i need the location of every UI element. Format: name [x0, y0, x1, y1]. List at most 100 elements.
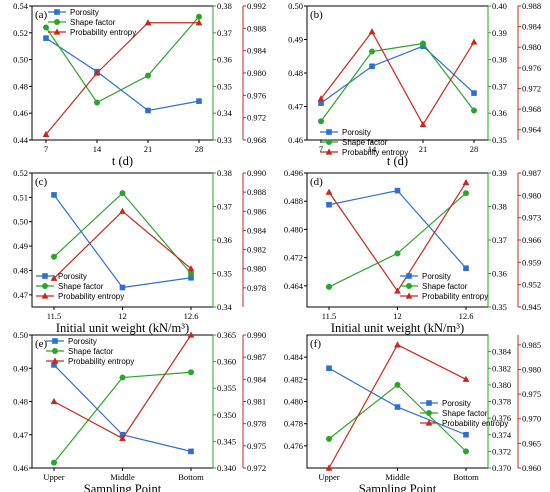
data-point: [50, 274, 58, 281]
legend-marker: [326, 139, 332, 145]
data-point: [394, 341, 401, 348]
right-axis-tick-label: 0.985: [522, 340, 541, 350]
data-point: [119, 207, 126, 214]
mid-axis-tick-label: 0.34: [217, 108, 233, 118]
mid-axis-tick-label: 0.37: [492, 81, 507, 91]
right-axis-tick-label: 0.975: [247, 441, 266, 451]
legend-marker: [52, 338, 58, 344]
x-axis-title: t (d): [112, 154, 133, 168]
x-axis-title: t (d): [387, 154, 408, 168]
data-point: [470, 38, 478, 45]
panel-b: 0.46 0.47 0.48 0.49 0.50 0.35 0.36 0.37 0.38 0.39…: [288, 1, 542, 168]
data-point: [326, 435, 332, 442]
data-point: [187, 265, 195, 272]
left-axis-tick-label: 0.50: [288, 1, 303, 11]
data-point: [318, 100, 324, 106]
series-line-1: [45, 16, 200, 104]
mid-axis-tick-label: 0.372: [492, 446, 511, 456]
right-axis-tick-label: 0.980: [522, 42, 541, 52]
left-axis-tick-label: 0.488: [284, 196, 303, 206]
data-point: [462, 178, 470, 186]
data-point: [394, 187, 401, 194]
left-axis-tick-label: 0.49: [288, 35, 303, 45]
data-point: [463, 448, 469, 455]
mid-axis-tick-label: 0.36: [217, 55, 232, 65]
x-axis-tick-label: 28: [470, 144, 479, 154]
x-axis-tick-label: 12.6: [184, 311, 199, 321]
plot-frame: [306, 5, 489, 141]
left-axis-tick-label: 0.484: [284, 352, 304, 362]
data-point: [145, 72, 151, 79]
data-point: [369, 48, 375, 55]
data-point: [463, 431, 469, 438]
mid-axis-tick-label: 0.384: [492, 347, 512, 357]
data-point: [317, 95, 325, 102]
data-point: [196, 98, 202, 104]
x-axis-tick-label: 21: [419, 144, 428, 154]
left-axis-tick-label: 0.48: [13, 397, 28, 407]
left-axis-tick-label: 0.49: [13, 241, 28, 251]
series-line-2: [320, 30, 475, 126]
right-axis-tick-label: 0.982: [247, 245, 266, 255]
panel-d: 0.464 0.472 0.480 0.488 0.496 0.35 0.36 0.37 0.3…: [284, 168, 541, 335]
right-axis-tick-label: 0.952: [522, 280, 541, 290]
right-axis-tick-label: 0.966: [522, 235, 541, 245]
x-axis-tick-label: 12.6: [459, 311, 474, 321]
right-axis-tick-label: 0.988: [522, 1, 541, 11]
data-point: [145, 107, 151, 114]
panel-tag: (c): [35, 176, 48, 188]
data-point: [188, 274, 194, 281]
right-axis-tick-label: 0.990: [247, 168, 266, 178]
x-axis-title: Sampling Point: [359, 482, 437, 492]
x-axis-tick-label: 11.5: [47, 311, 62, 321]
mid-axis-tick-label: 0.40: [492, 1, 507, 11]
legend-marker: [54, 9, 60, 15]
left-axis-tick-label: 0.49: [13, 363, 28, 373]
data-point: [195, 19, 203, 26]
right-axis-tick-label: 0.986: [247, 206, 266, 216]
left-axis-tick-label: 0.47: [13, 290, 28, 300]
right-axis-tick-label: 0.978: [247, 283, 266, 293]
left-axis-tick-label: 0.46: [288, 135, 303, 145]
mid-axis-tick-label: 0.39: [492, 28, 507, 38]
legend-marker: [42, 273, 48, 279]
right-axis-tick-label: 0.976: [247, 90, 266, 100]
mid-axis-tick-label: 0.35: [492, 302, 507, 312]
legend-marker: [405, 292, 413, 299]
mid-axis-tick-label: 0.35: [492, 135, 507, 145]
left-axis-tick-label: 0.478: [284, 419, 303, 429]
legend-marker: [406, 273, 412, 279]
x-axis-tick-label: 12: [393, 311, 402, 321]
right-axis-tick-label: 0.978: [247, 419, 266, 429]
data-point: [51, 459, 57, 466]
mid-axis-tick-label: 0.38: [217, 1, 232, 11]
data-point: [394, 404, 401, 410]
mid-axis-tick-label: 0.36: [492, 269, 507, 279]
data-point: [326, 283, 332, 290]
left-axis-tick-label: 0.480: [284, 224, 303, 234]
mid-axis-tick-label: 0.38: [492, 202, 507, 212]
panel-a: 0.44 0.46 0.48 0.50 0.52 0.54 0.33 0.34 0.35 0.36…: [13, 1, 267, 168]
data-point: [50, 397, 58, 405]
data-point: [119, 374, 126, 381]
legend-label: Probability entropy: [422, 292, 488, 301]
data-point: [119, 190, 126, 197]
x-axis-tick-label: 28: [195, 144, 204, 154]
x-axis-tick-label: 12: [118, 311, 127, 321]
mid-axis-tick-label: 0.374: [492, 430, 512, 440]
data-point: [419, 120, 427, 128]
left-axis-tick-label: 0.46: [13, 108, 28, 118]
legend-marker: [426, 400, 432, 406]
data-point: [119, 431, 126, 438]
mid-axis-tick-label: 0.365: [217, 330, 236, 340]
data-point: [196, 13, 202, 20]
left-axis-tick-label: 0.46: [13, 463, 28, 473]
left-axis-tick-label: 0.482: [284, 374, 303, 384]
series-line-0: [328, 189, 467, 269]
right-axis-tick-label: 0.972: [247, 113, 266, 123]
left-axis-tick-label: 0.52: [13, 28, 28, 38]
mid-axis-tick-label: 0.35: [217, 269, 232, 279]
